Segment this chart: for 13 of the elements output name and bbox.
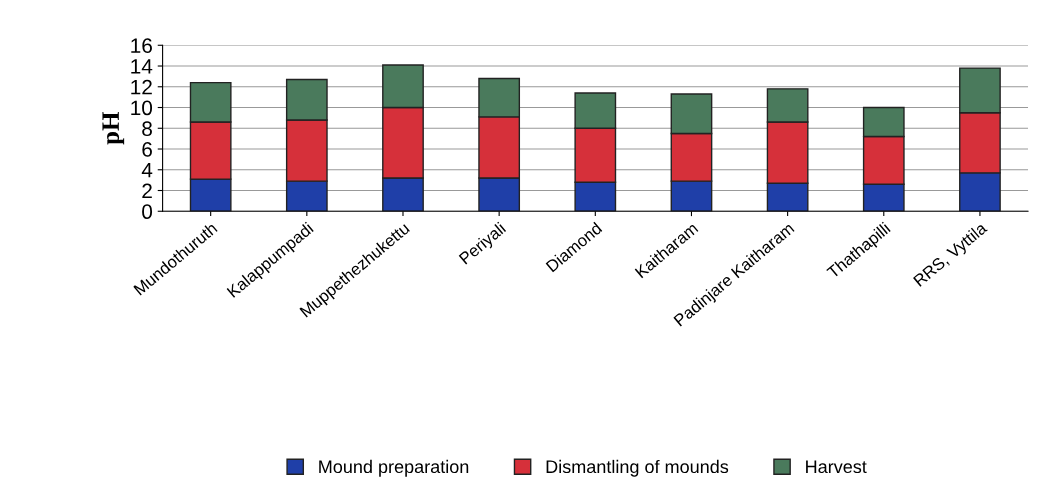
y-tick-label: 6 bbox=[142, 142, 152, 157]
y-tick-label: 16 bbox=[131, 38, 152, 54]
y-tick-label: 8 bbox=[142, 121, 152, 137]
y-tick-label: 14 bbox=[131, 59, 153, 74]
y-axis-title: pH bbox=[102, 112, 125, 145]
y-tick-label: 10 bbox=[131, 100, 153, 116]
y-tick-label: 0 bbox=[142, 204, 153, 220]
legend-label: Dismantling of mounds bbox=[546, 459, 729, 477]
legend-label: Mound preparation bbox=[319, 459, 469, 477]
y-tick-label: 4 bbox=[141, 162, 153, 178]
y-tick-label: 2 bbox=[142, 183, 152, 199]
legend-label: Harvest bbox=[806, 460, 867, 474]
y-tick-label: 12 bbox=[131, 79, 152, 95]
